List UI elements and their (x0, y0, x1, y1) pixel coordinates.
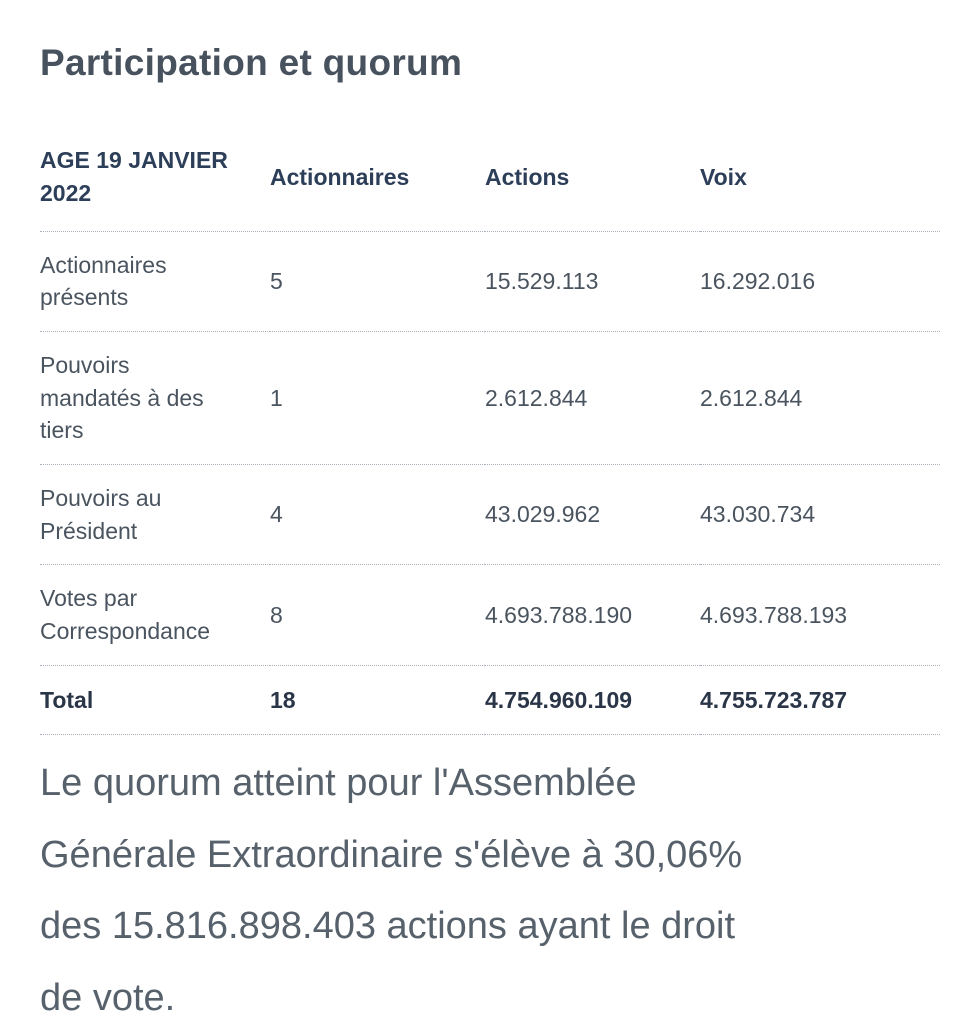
page-title: Participation et quorum (40, 42, 463, 83)
cell-voix: 43.030.734 (700, 501, 816, 528)
row-label: Pouvoirs au Président (40, 484, 162, 544)
column-header-actionnaires: Actionnaires (270, 163, 410, 190)
total-label: Total (40, 686, 94, 713)
row-label: Actionnaires présents (40, 251, 167, 311)
total-actions: 4.754.960.109 (485, 686, 633, 713)
table-header-row: AGE 19 JANVIER 2022 Actionnaires Actions… (40, 144, 940, 232)
table-body: Actionnaires présents 5 15.529.113 16.29… (40, 231, 940, 735)
table-row-pouvoirs-au-president: Pouvoirs au Président 4 43.029.962 43.03… (40, 464, 940, 565)
table-row-actionnaires-presents: Actionnaires présents 5 15.529.113 16.29… (40, 231, 940, 332)
cell-actions: 15.529.113 (485, 268, 599, 295)
row-label: Votes par Correspondance (40, 585, 211, 644)
cell-actionnaires: 4 (270, 501, 283, 528)
cell-voix: 2.612.844 (700, 384, 803, 411)
row-label: Pouvoirs mandatés à des tiers (40, 352, 204, 444)
table-header: AGE 19 JANVIER 2022 Actionnaires Actions… (40, 144, 940, 232)
cell-voix: 16.292.016 (700, 268, 816, 295)
cell-actions: 4.693.788.190 (485, 601, 633, 628)
participation-quorum-table: AGE 19 JANVIER 2022 Actionnaires Actions… (40, 144, 940, 735)
table-row-total: Total 18 4.754.960.109 4.755.723.787 (40, 665, 940, 735)
total-actionnaires: 18 (270, 686, 296, 713)
column-header-age-date: AGE 19 JANVIER 2022 (40, 147, 228, 207)
cell-actions: 2.612.844 (485, 384, 588, 411)
table-row-pouvoirs-mandates-tiers: Pouvoirs mandatés à des tiers 1 2.612.84… (40, 332, 940, 465)
cell-voix: 4.693.788.193 (700, 601, 848, 628)
quorum-summary-text: Le quorum atteint pour l'Assemblée Génér… (40, 762, 743, 1019)
column-header-actions: Actions (485, 163, 570, 190)
cell-actionnaires: 8 (270, 601, 283, 628)
cell-actions: 43.029.962 (485, 501, 601, 528)
cell-actionnaires: 5 (270, 268, 283, 295)
table-row-votes-par-correspondance: Votes par Correspondance 8 4.693.788.190… (40, 565, 940, 666)
column-header-voix: Voix (700, 163, 747, 190)
cell-actionnaires: 1 (270, 384, 283, 411)
total-voix: 4.755.723.787 (700, 686, 848, 713)
